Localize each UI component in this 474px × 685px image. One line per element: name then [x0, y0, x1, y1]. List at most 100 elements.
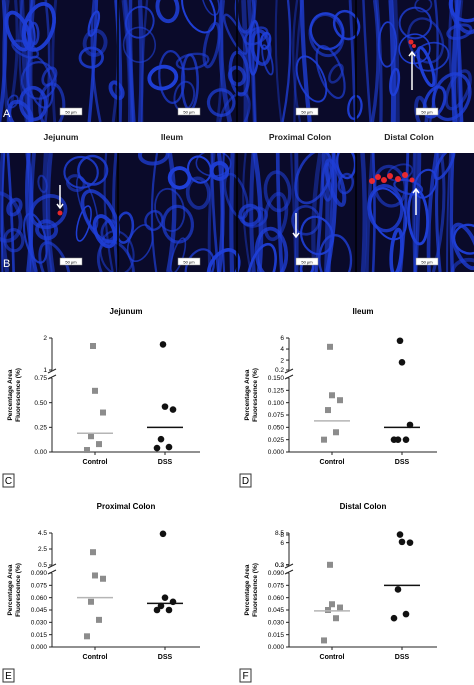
arrow-head — [412, 187, 420, 194]
y-axis-title: Fluorescence (%) — [252, 368, 259, 422]
y-tick-label: 0.3 — [275, 562, 284, 569]
tissue-crypt — [407, 17, 445, 64]
fluorescence-signal — [387, 173, 393, 179]
tissue-villus — [360, 153, 368, 272]
axis-break-mark — [47, 368, 57, 374]
data-point-dss — [161, 403, 169, 410]
panel-letter-box — [2, 668, 15, 683]
data-point-control — [321, 637, 327, 644]
tissue-crypt — [75, 205, 92, 242]
tissue-crypt — [416, 46, 436, 88]
tissue-villus — [446, 153, 452, 272]
tissue-villus — [51, 0, 58, 122]
y-tick-label: 4 — [280, 346, 284, 353]
y-tick-label: 0.5 — [38, 562, 47, 569]
data-point-dss — [402, 436, 410, 443]
tissue-crypt — [223, 172, 249, 220]
tissue-crypt — [206, 88, 236, 117]
tissue-villus — [0, 153, 6, 272]
arrow-head — [408, 50, 416, 57]
panel-letter-box — [239, 473, 252, 488]
panel-letter: C — [5, 476, 12, 487]
y-axis-title: Percentage Area — [244, 369, 251, 420]
y-tick-label: 0.045 — [268, 607, 285, 614]
data-point-control — [96, 616, 102, 623]
panel-letter: F — [242, 671, 248, 682]
data-point-control — [329, 392, 335, 399]
tissue-crypt — [185, 176, 211, 210]
tissue-crypt — [158, 50, 186, 104]
fluorescence-signal — [375, 174, 381, 180]
fluorescence-signal — [57, 210, 63, 216]
data-point-dss — [165, 606, 173, 614]
scale-bar — [295, 107, 319, 116]
tissue-villus — [274, 0, 283, 122]
y-tick-label: 0.015 — [31, 632, 48, 639]
scale-bar — [415, 107, 439, 116]
tissue-villus — [325, 153, 338, 272]
tissue-villus — [137, 0, 144, 122]
data-point-control — [84, 447, 90, 454]
data-point-control — [333, 615, 339, 622]
y-tick-label: 0.100 — [268, 400, 285, 407]
tissue-crypt — [144, 209, 164, 232]
data-point-dss — [398, 538, 406, 546]
axis-break-mark — [284, 563, 294, 569]
y-tick-label: 0.125 — [268, 388, 285, 395]
chart-ileum-svg: Ileum 0.000 0.025 0.050 0.075 0.100 0.125 0.150… — [239, 307, 437, 488]
y-tick-label: 2 — [280, 357, 284, 364]
tissue-villus — [229, 153, 235, 272]
tissue-crypt — [367, 184, 404, 233]
region-label-ileum: Ileum — [160, 132, 184, 142]
tissue-crypt — [261, 44, 274, 76]
data-point-control — [92, 572, 98, 579]
data-point-control — [329, 601, 335, 608]
y-tick-label: 0.075 — [268, 583, 285, 590]
tissue-villus — [241, 0, 249, 122]
micrograph-b-image: 50 μm 50 μm 50 μm 50 μm — [0, 153, 474, 272]
y-tick-label: 0.150 — [268, 375, 285, 382]
micrograph-a-image: 50 μm 50 μm 50 μm 50 μm — [0, 0, 474, 122]
y-axis-title: Fluorescence (%) — [15, 368, 22, 422]
chart-title: Jejunum — [110, 307, 143, 316]
chart-title: Ileum — [353, 307, 374, 316]
data-point-dss — [394, 436, 402, 443]
data-point-control — [325, 607, 331, 613]
region-label-proximal-colon: Proximal Colon — [268, 132, 332, 142]
data-point-dss — [396, 531, 404, 538]
scale-bar — [177, 107, 201, 116]
data-point-dss — [396, 337, 404, 345]
fluorescence-signal — [369, 178, 375, 184]
scale-bar-label: 50 μm — [421, 260, 433, 265]
tissue-crypt — [4, 10, 32, 52]
y-tick-label: 0.25 — [34, 425, 47, 432]
panel-letter: E — [5, 671, 12, 682]
tissue-crypt — [201, 0, 220, 16]
tissue-villus — [216, 153, 225, 272]
tissue-villus — [249, 153, 256, 272]
data-point-dss — [390, 614, 398, 622]
y-tick-label: 0.015 — [268, 632, 285, 639]
data-point-dss — [159, 530, 167, 538]
tissue-villus — [112, 153, 120, 272]
scale-bar — [295, 257, 319, 266]
tissue-villus — [456, 0, 464, 122]
scale-bar-label: 50 μm — [183, 260, 195, 265]
axis-break-mark — [284, 368, 294, 374]
region-label-jejunum: Jejunum — [43, 132, 79, 142]
data-point-dss — [153, 606, 161, 614]
tissue-crypt — [167, 166, 192, 190]
data-point-control — [321, 436, 327, 443]
tissue-villus — [449, 153, 455, 272]
tissue-villus — [290, 153, 297, 272]
arrow-head — [292, 232, 300, 239]
data-point-control — [88, 433, 94, 440]
x-category-label: Control — [83, 654, 108, 661]
tissue-villus — [140, 0, 149, 122]
y-axis-title: Percentage Area — [7, 564, 14, 615]
data-point-dss — [161, 594, 169, 601]
chart-jejunum: Jejunum 0.00 0.25 0.50 0.75 1 2 Percentage Area… — [0, 300, 237, 490]
y-tick-label: 2.5 — [38, 546, 47, 553]
chart-distal-colon-svg: Distal Colon 0.000 0.015 0.030 0.045 0.060 0.0… — [239, 502, 437, 683]
tissue-crypt — [318, 234, 353, 272]
